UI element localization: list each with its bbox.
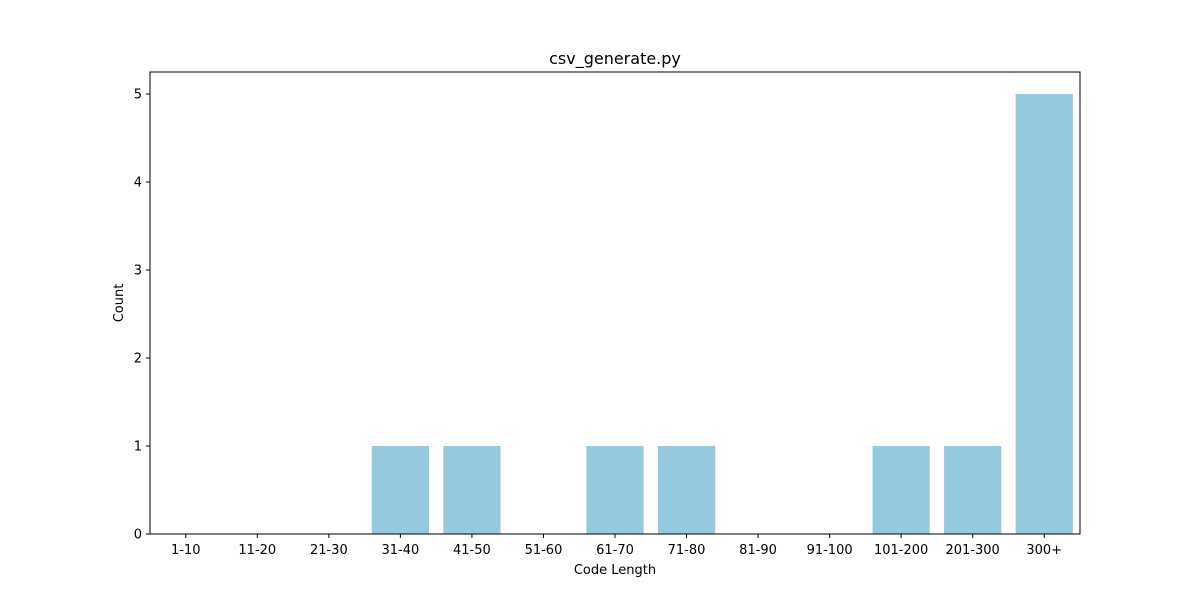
y-tick-label: 2 bbox=[134, 352, 142, 367]
x-tick-label: 41-50 bbox=[453, 543, 491, 558]
bars-layer bbox=[372, 94, 1073, 534]
y-tick-label: 0 bbox=[134, 528, 142, 543]
bar-61-70 bbox=[586, 446, 643, 534]
bar-71-80 bbox=[658, 446, 715, 534]
x-tick-label: 81-90 bbox=[739, 543, 777, 558]
y-tick-label: 5 bbox=[134, 88, 142, 103]
x-tick-label: 11-20 bbox=[238, 543, 276, 558]
x-axis-title: Code Length bbox=[574, 563, 656, 578]
x-tick-label: 300+ bbox=[1026, 543, 1062, 558]
bar-41-50 bbox=[443, 446, 500, 534]
x-tick-label: 101-200 bbox=[874, 543, 928, 558]
x-tick-label: 51-60 bbox=[525, 543, 563, 558]
x-tick-label: 91-100 bbox=[807, 543, 853, 558]
y-axis-title: Count bbox=[112, 284, 127, 323]
bar-300+ bbox=[1016, 94, 1073, 534]
bar-101-200 bbox=[873, 446, 930, 534]
bar-31-40 bbox=[372, 446, 429, 534]
x-tick-label: 61-70 bbox=[596, 543, 634, 558]
y-tick-label: 4 bbox=[134, 176, 142, 191]
x-tick-label: 71-80 bbox=[668, 543, 706, 558]
y-tick-label: 1 bbox=[134, 440, 142, 455]
x-tick-label: 21-30 bbox=[310, 543, 348, 558]
x-tick-label: 1-10 bbox=[171, 543, 201, 558]
y-tick-label: 3 bbox=[134, 264, 142, 279]
bar-201-300 bbox=[944, 446, 1001, 534]
x-tick-label: 31-40 bbox=[381, 543, 419, 558]
x-tick-label: 201-300 bbox=[946, 543, 1000, 558]
x-axis: 1-10 11-20 21-30 31-40 41-50 51-60 61-70 71-80 8… bbox=[171, 534, 1062, 558]
y-axis: 0 1 2 3 4 5 bbox=[134, 88, 150, 543]
chart-title: csv_generate.py bbox=[549, 49, 681, 69]
